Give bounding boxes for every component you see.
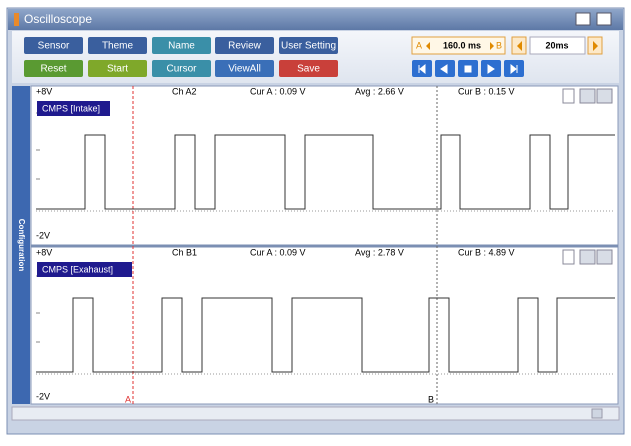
toolbar-button[interactable]: Cursor <box>152 60 211 77</box>
cursor-delta-box <box>411 36 506 55</box>
toolbar-button[interactable]: Sensor <box>24 37 83 54</box>
button-label: ViewAll <box>228 64 261 75</box>
channel-label-bg <box>37 262 132 277</box>
panel-control[interactable] <box>596 88 613 104</box>
average-value: Avg : 2.66 V <box>355 86 404 96</box>
timebase-box <box>529 36 586 55</box>
scroll-thumb[interactable] <box>591 408 603 419</box>
playback-icon <box>418 63 426 75</box>
button-label: Reset <box>40 64 66 75</box>
channel: Ch A2 <box>172 86 197 96</box>
scale-bottom: -2V <box>36 391 50 401</box>
toolbar-button[interactable]: Start <box>88 60 147 77</box>
toolbar-button[interactable]: ViewAll <box>215 60 274 77</box>
playback-icon <box>440 64 448 74</box>
playback-icon <box>464 65 472 73</box>
average-value: Avg : 2.78 V <box>355 247 404 257</box>
window-title: Oscilloscope <box>24 12 92 26</box>
button-label: User Setting <box>281 41 336 52</box>
button-bg <box>88 37 147 54</box>
button-bg <box>152 60 211 77</box>
button-label: Start <box>107 64 128 75</box>
button-bg <box>152 37 211 54</box>
playback-icon <box>510 63 518 75</box>
cursor-a-label: A <box>416 40 422 50</box>
panel-control[interactable] <box>579 88 596 104</box>
cursor-b-label: B <box>496 40 502 50</box>
button-bg <box>24 37 83 54</box>
channel-label: CMPS [Intake] <box>42 103 100 113</box>
channel-label-bg <box>37 101 110 116</box>
arrow <box>426 42 430 50</box>
panel-control[interactable] <box>579 249 596 265</box>
title-bar <box>8 9 623 30</box>
button-bg <box>279 60 338 77</box>
playback-icon <box>487 64 495 74</box>
restore-button[interactable] <box>575 12 591 26</box>
arrow <box>490 42 494 50</box>
toolbar-button[interactable]: Save <box>279 60 338 77</box>
panel-control[interactable] <box>562 88 575 104</box>
cursor-a-value: Cur A : 0.09 V <box>250 247 306 257</box>
toolbar-button[interactable]: Name <box>152 37 211 54</box>
timebase: 20ms <box>545 40 568 50</box>
toolbar-button[interactable]: Theme <box>88 37 147 54</box>
toolbar-button[interactable]: Review <box>215 37 274 54</box>
button-bg <box>24 60 83 77</box>
waveform <box>36 134 615 210</box>
cursor-a-value: Cur A : 0.09 V <box>250 86 306 96</box>
button-label: Sensor <box>38 41 70 52</box>
cursor-b-marker: B <box>428 394 434 404</box>
side-tab-label: Configuration <box>17 219 26 272</box>
scrollbar[interactable] <box>11 406 620 421</box>
scale-top: +8V <box>36 247 52 257</box>
button-label: Cursor <box>166 64 197 75</box>
button-bg <box>215 60 274 77</box>
button-bg <box>279 37 338 54</box>
channel: Ch B1 <box>172 247 197 257</box>
arrow <box>517 41 522 51</box>
cursor-b-value: Cur B : 4.89 V <box>458 247 515 257</box>
cursor-b-value: Cur B : 0.15 V <box>458 86 515 96</box>
button-label: Save <box>297 64 320 75</box>
menu-button[interactable] <box>596 12 612 26</box>
button-bg <box>215 37 274 54</box>
toolbar-button[interactable]: Reset <box>24 60 83 77</box>
scale-bottom: -2V <box>36 230 50 240</box>
panel-control[interactable] <box>562 249 575 265</box>
button-label: Theme <box>102 41 134 52</box>
channel-label: CMPS [Exahaust] <box>42 264 113 274</box>
button-label: Review <box>228 41 262 52</box>
button-label: Name <box>168 41 195 52</box>
arrow <box>593 41 598 51</box>
waveform <box>36 297 615 373</box>
toolbar-button[interactable]: User Setting <box>279 37 338 54</box>
panel-control[interactable] <box>596 249 613 265</box>
title-icon <box>14 13 19 26</box>
scale-top: +8V <box>36 86 52 96</box>
button-bg <box>88 60 147 77</box>
cursor-delta: 160.0 ms <box>443 40 481 50</box>
side-tab[interactable] <box>12 86 30 404</box>
cursor-a-marker: A <box>125 394 131 404</box>
